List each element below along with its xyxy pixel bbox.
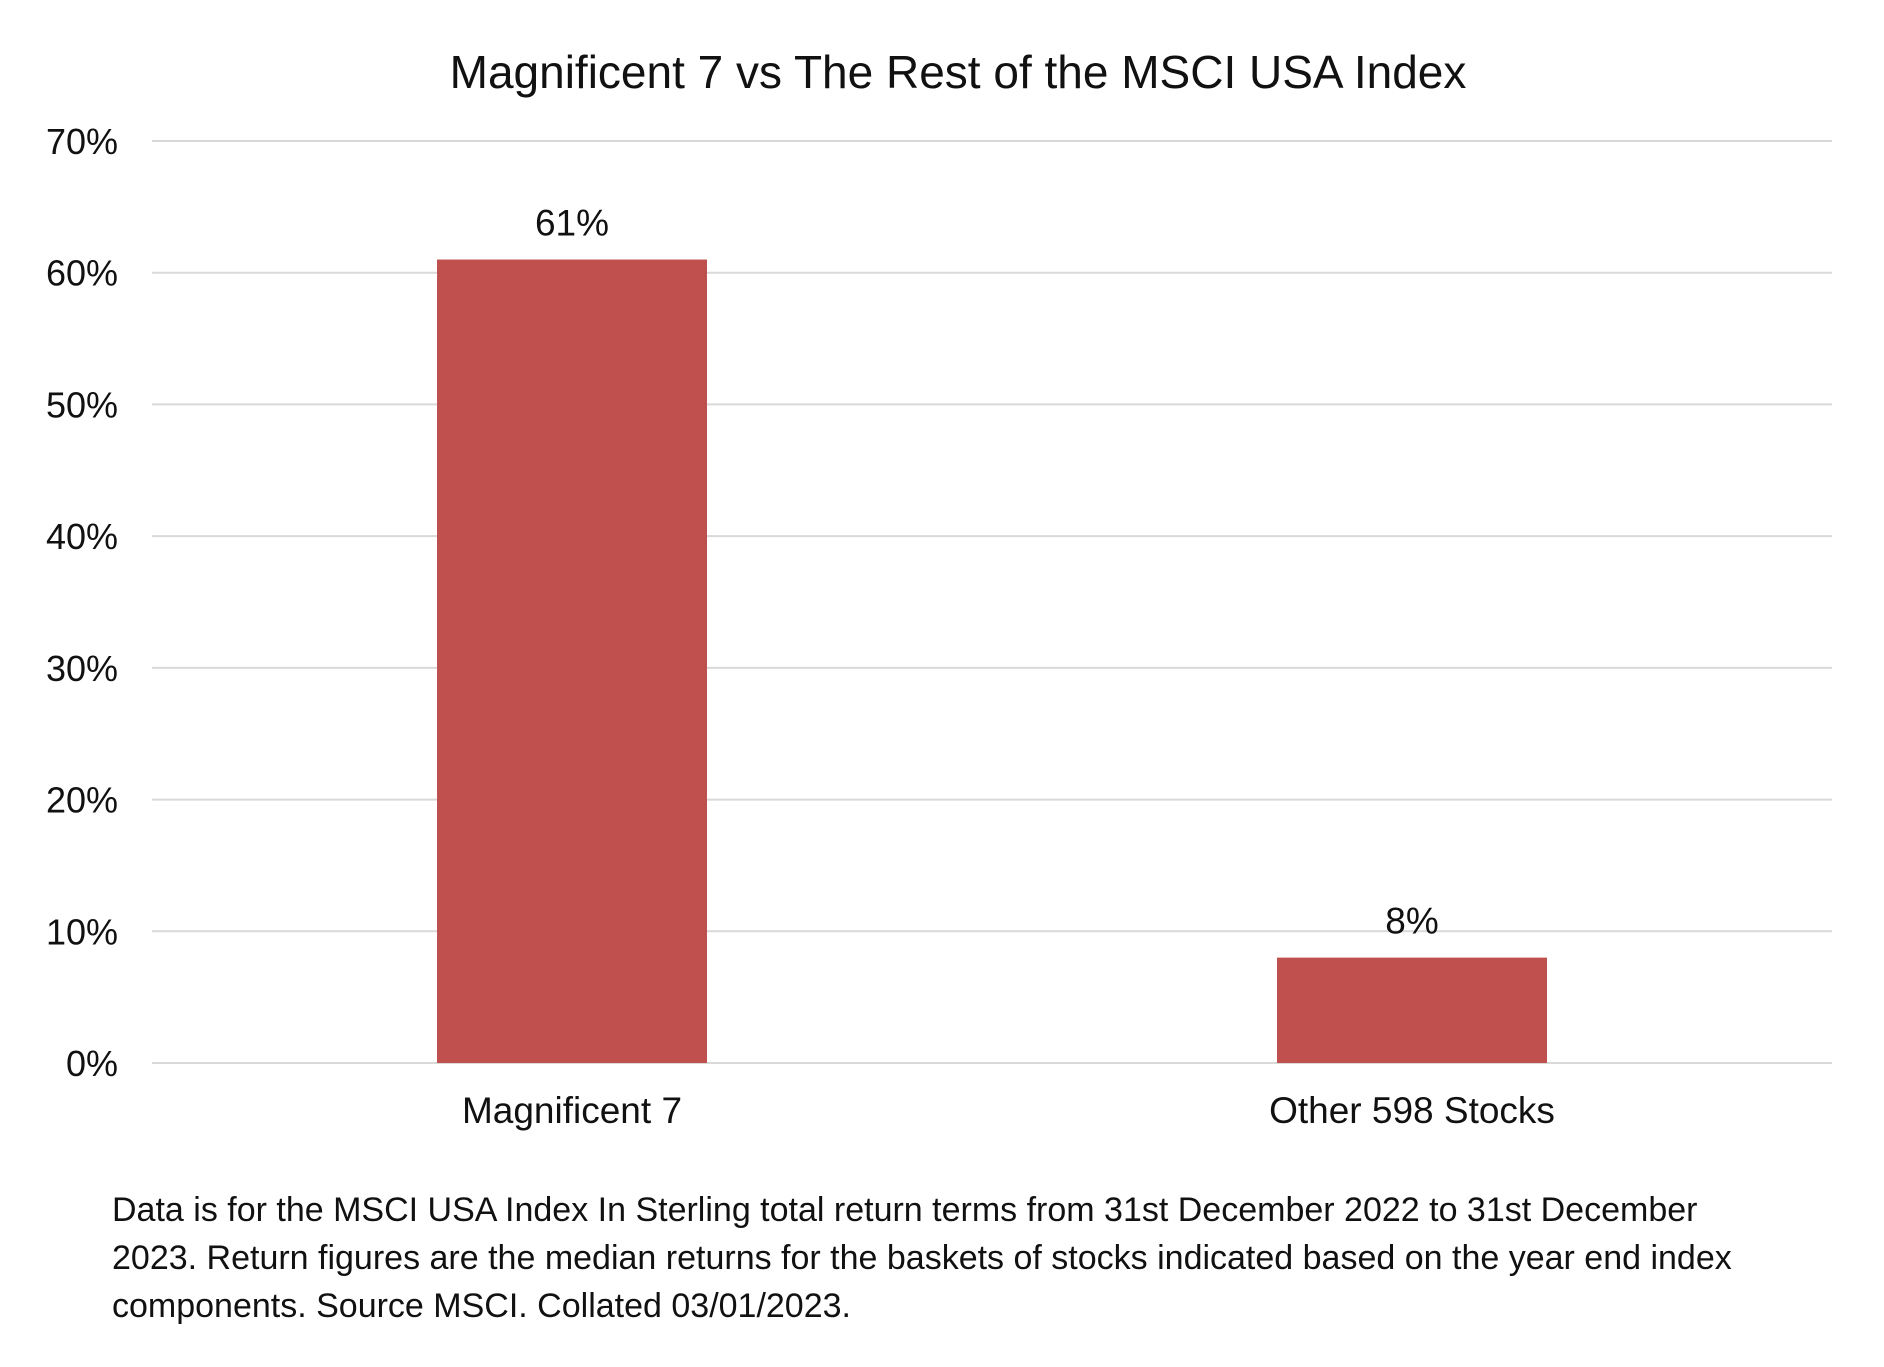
y-tick-label: 20% (46, 780, 118, 821)
chart-title: Magnificent 7 vs The Rest of the MSCI US… (450, 46, 1467, 98)
bar (437, 259, 707, 1063)
data-labels: 61% 8% (535, 203, 1439, 942)
bars (437, 259, 1547, 1063)
y-tick-label: 50% (46, 384, 118, 425)
y-tick-label: 0% (66, 1043, 118, 1084)
x-category-label: Magnificent 7 (462, 1090, 682, 1131)
x-axis-categories: Magnificent 7 Other 598 Stocks (462, 1090, 1555, 1131)
bar-chart: Magnificent 7 vs The Rest of the MSCI US… (46, 46, 1832, 1131)
x-category-label: Other 598 Stocks (1269, 1090, 1555, 1131)
footnote: Data is for the MSCI USA Index In Sterli… (112, 1191, 1732, 1325)
bar (1277, 957, 1547, 1063)
y-tick-label: 30% (46, 648, 118, 689)
y-axis-ticks: 0% 10% 20% 30% 40% 50% 60% 70% (46, 121, 118, 1084)
y-tick-label: 10% (46, 911, 118, 952)
y-tick-label: 70% (46, 121, 118, 162)
data-label: 8% (1385, 901, 1438, 942)
y-tick-label: 60% (46, 253, 118, 294)
data-label: 61% (535, 203, 609, 244)
gridlines (152, 140, 1832, 1064)
y-tick-label: 40% (46, 516, 118, 557)
